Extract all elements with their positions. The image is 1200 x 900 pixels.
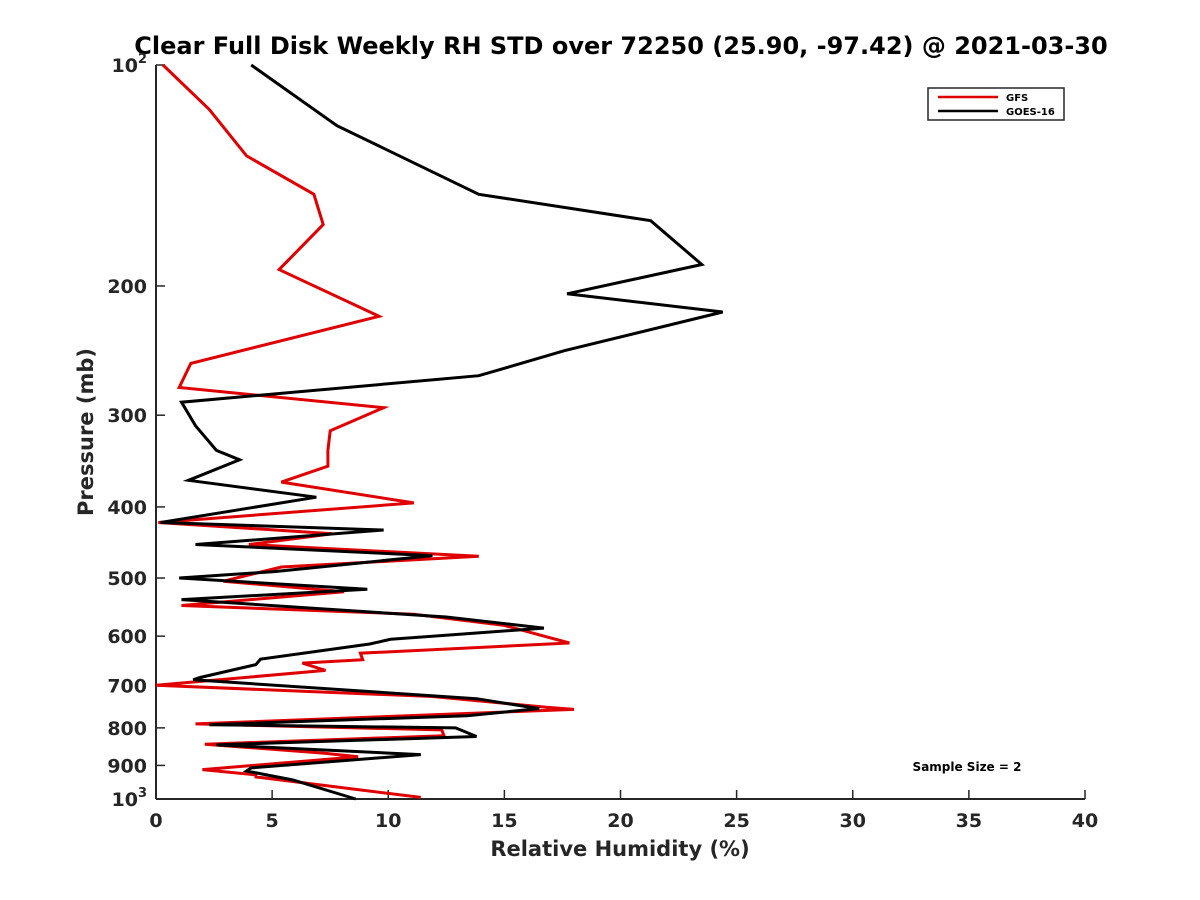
- y-tick-label: 600: [107, 626, 147, 648]
- x-tick-label: 25: [723, 810, 749, 832]
- plot-area: 0 5 10 15 20 25 30 35 40 102 200 300 400 500 600 700 80…: [107, 52, 1098, 832]
- y-axis-label: Pressure (mb): [74, 348, 98, 516]
- legend-label-gfs: GFS: [1006, 93, 1028, 104]
- legend-box: [927, 87, 1065, 121]
- y-tick-label: 800: [107, 718, 147, 740]
- x-tick-label: 20: [607, 810, 633, 832]
- y-tick-label: 102: [112, 52, 148, 77]
- y-tick-label: 900: [107, 755, 147, 777]
- x-tick-label: 30: [840, 810, 866, 832]
- y-tick-label: 103: [112, 786, 148, 811]
- legend-label-goes-16: GOES-16: [1006, 107, 1055, 118]
- y-tick-label: 200: [107, 276, 147, 298]
- y-tick-label: 400: [107, 497, 147, 519]
- y-tick-label: 300: [107, 405, 147, 427]
- chart-title: Clear Full Disk Weekly RH STD over 72250…: [134, 32, 1107, 60]
- sample-size-annotation: Sample Size = 2: [913, 760, 1022, 774]
- x-ticks: 0 5 10 15 20 25 30 35 40: [149, 790, 1098, 832]
- x-tick-label: 15: [491, 810, 517, 832]
- series-lines: [155, 63, 724, 801]
- x-axis-label: Relative Humidity (%): [490, 837, 749, 861]
- x-tick-label: 10: [375, 810, 401, 832]
- legend: GFS GOES-16: [927, 87, 1065, 121]
- x-tick-label: 35: [956, 810, 982, 832]
- y-ticks: 102 200 300 400 500 600 700 800 900 103: [107, 52, 165, 811]
- y-tick-label: 700: [107, 675, 147, 697]
- y-tick-label: 500: [107, 568, 147, 590]
- series-line-goes-16: [160, 63, 724, 801]
- series-line-gfs: [155, 63, 575, 799]
- x-tick-label: 0: [149, 810, 162, 832]
- x-tick-label: 40: [1072, 810, 1098, 832]
- x-tick-label: 5: [266, 810, 279, 832]
